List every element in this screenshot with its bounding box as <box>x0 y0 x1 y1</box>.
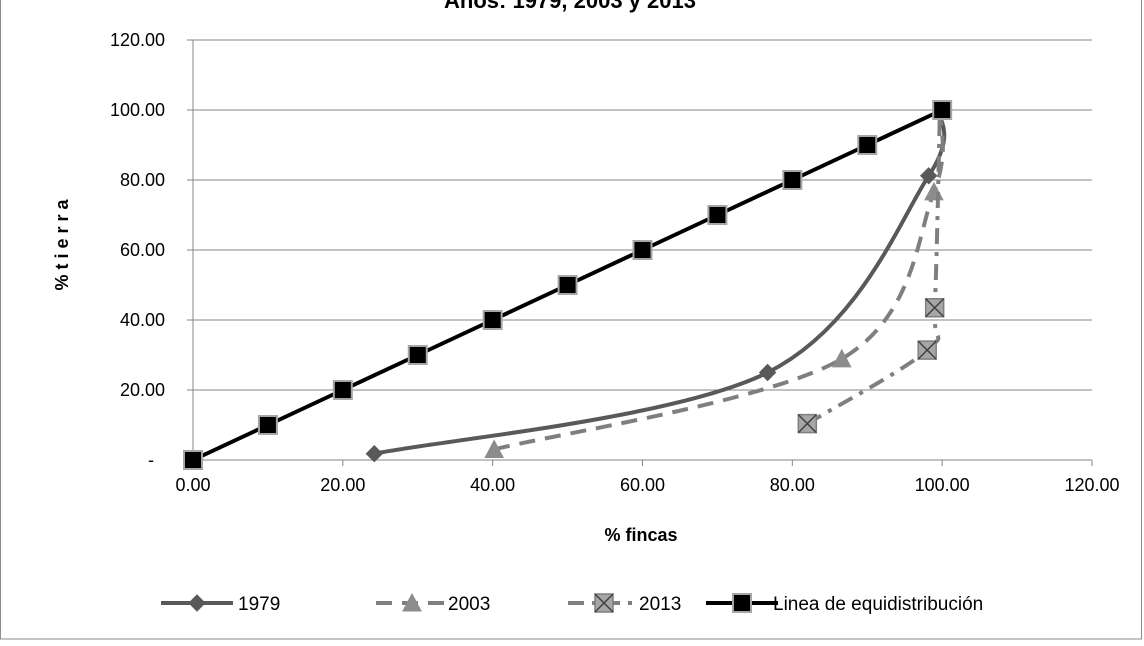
series-3-point-1-shape <box>257 415 278 435</box>
y-tick-label-3: 60.00 <box>120 240 165 260</box>
legend-label-1: 2003 <box>448 594 490 615</box>
y-tick-label-0: - <box>148 450 154 470</box>
series-line-0 <box>373 109 947 456</box>
legend-swatch-marker-2-cross-b <box>594 593 614 613</box>
series-1 <box>484 109 945 458</box>
legend-swatch-marker-0-shape <box>188 594 206 612</box>
series-2-point-0 <box>797 413 818 434</box>
series-3-point-7 <box>707 205 728 225</box>
y-tick-label-6: 120.00 <box>110 30 165 50</box>
chart-title: Años: 1979, 2003 y 2013 <box>444 0 696 13</box>
series-3-point-4-shape <box>482 310 503 330</box>
series-0-point-1 <box>758 363 777 382</box>
legend-item-3: Linea de equidistribución <box>706 593 983 615</box>
series-3-point-4 <box>482 310 503 330</box>
series-3-point-8-shape <box>782 170 803 190</box>
x-tick-label-2: 40.00 <box>470 475 515 495</box>
series-3-point-2 <box>332 380 353 400</box>
x-tick-label-4: 80.00 <box>770 475 815 495</box>
legend: 1979 2003 2013 Linea de equidistribución <box>161 592 983 615</box>
legend-swatch-marker-3-shape <box>732 593 752 613</box>
series-0-point-2 <box>919 167 938 185</box>
series-3-point-9-shape <box>857 135 878 155</box>
series-group <box>183 100 953 470</box>
x-tick-label-1: 20.00 <box>320 475 365 495</box>
series-1-point-0 <box>484 439 504 458</box>
series-2 <box>797 109 945 434</box>
series-3-point-3 <box>407 345 428 365</box>
series-2-point-0-cross-b <box>797 414 817 434</box>
legend-swatch-marker-2 <box>594 593 614 613</box>
legend-label-0: 1979 <box>238 594 280 615</box>
y-tick-label-1: 20.00 <box>120 380 165 400</box>
series-0-point-0-shape <box>365 444 384 463</box>
series-3 <box>183 100 953 470</box>
series-3-point-10 <box>932 100 953 120</box>
series-3-point-0 <box>183 450 203 470</box>
tick-labels: 0.00 20.00 40.00 60.00 80.00 100.00 120.00 - 20.… <box>110 30 1120 495</box>
series-0-point-0 <box>365 444 384 463</box>
series-2-point-1-cross-b <box>917 340 937 360</box>
series-1-point-0-shape <box>484 439 504 458</box>
series-3-point-0-shape <box>183 450 203 470</box>
series-3-point-6-shape <box>632 240 653 260</box>
series-1-point-1-shape <box>831 348 852 368</box>
legend-swatch-marker-3 <box>732 593 752 613</box>
x-tick-label-0: 0.00 <box>175 475 210 495</box>
series-0 <box>365 109 947 463</box>
series-1-point-1 <box>831 348 852 368</box>
legend-swatch-marker-0 <box>188 594 206 612</box>
legend-item-1: 2003 <box>376 592 490 615</box>
series-line-1 <box>493 109 945 452</box>
y-tick-label-2: 40.00 <box>120 310 165 330</box>
legend-label-3: Linea de equidistribución <box>773 594 983 615</box>
y-tick-label-4: 80.00 <box>120 170 165 190</box>
x-tick-label-5: 100.00 <box>915 475 970 495</box>
legend-item-2: 2013 <box>568 593 681 615</box>
x-tick-label-3: 60.00 <box>620 475 665 495</box>
series-3-point-5-shape <box>557 275 578 295</box>
series-3-point-10-shape <box>932 100 953 120</box>
series-3-point-2-shape <box>332 380 353 400</box>
series-2-point-1 <box>917 340 937 360</box>
x-tick-label-6: 120.00 <box>1064 475 1119 495</box>
legend-label-2: 2013 <box>639 594 681 615</box>
series-0-point-1-shape <box>758 363 777 382</box>
y-axis-label: % t i e r r a <box>52 198 72 290</box>
series-3-point-9 <box>857 135 878 155</box>
legend-swatch-marker-1-shape <box>402 592 422 612</box>
x-axis-label: % fincas <box>604 525 677 545</box>
series-3-point-6 <box>632 240 653 260</box>
series-3-point-7-shape <box>707 205 728 225</box>
series-2-point-2-cross-b <box>925 298 945 318</box>
series-3-point-1 <box>257 415 278 435</box>
legend-item-0: 1979 <box>161 594 280 615</box>
series-3-point-3-shape <box>407 345 428 365</box>
series-3-point-8 <box>782 170 803 190</box>
series-2-point-2 <box>924 298 945 318</box>
series-0-point-2-shape <box>919 167 938 185</box>
legend-swatch-marker-1 <box>402 592 422 612</box>
series-3-point-5 <box>557 275 578 295</box>
y-tick-label-5: 100.00 <box>110 100 165 120</box>
